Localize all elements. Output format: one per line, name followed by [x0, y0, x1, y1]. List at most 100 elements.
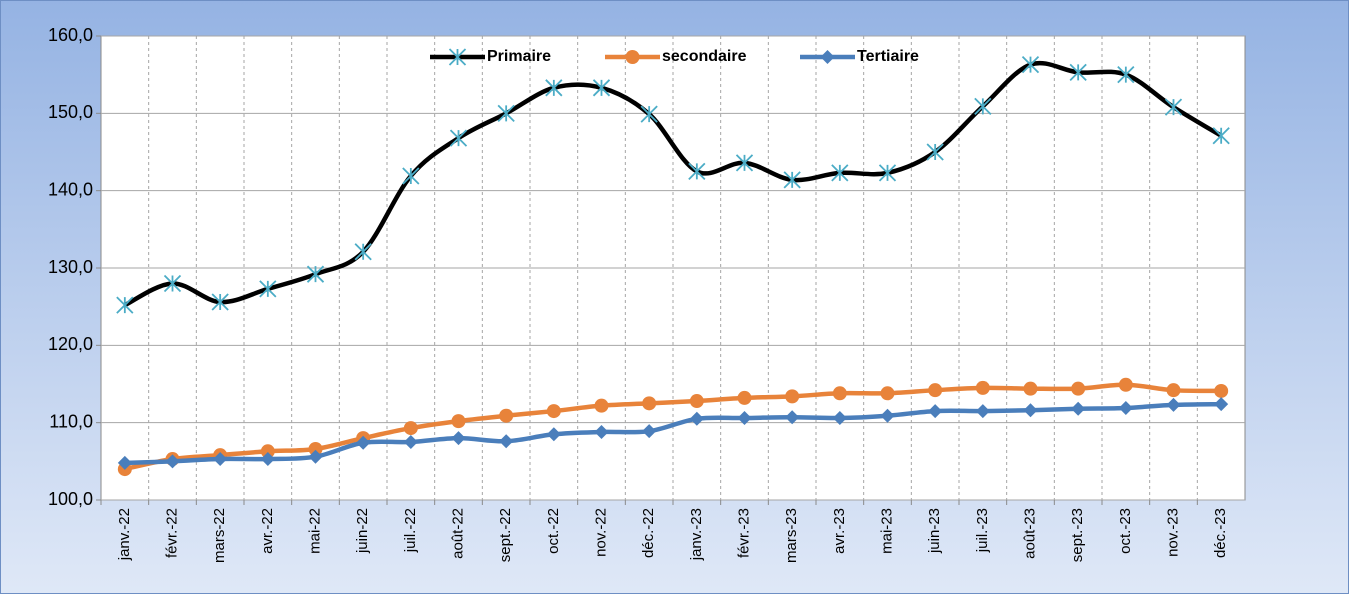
x-tick-label: juil.-23: [974, 508, 991, 553]
point: [880, 386, 895, 401]
point: [117, 455, 132, 470]
point: [308, 441, 323, 456]
point: [832, 411, 847, 426]
series: [117, 397, 1229, 470]
point: [689, 411, 704, 426]
point: [820, 50, 835, 64]
x-tick-label: févr.-22: [163, 508, 180, 558]
point: [594, 424, 609, 439]
point: [499, 434, 514, 449]
point: [354, 243, 372, 261]
point: [403, 421, 418, 436]
point: [1071, 401, 1086, 416]
x-tick-label: avr.-23: [831, 508, 848, 554]
point: [926, 143, 944, 161]
point: [259, 280, 277, 298]
point: [1071, 381, 1086, 396]
point: [497, 104, 515, 122]
point: [1214, 383, 1229, 398]
point: [928, 383, 943, 398]
point: [451, 431, 466, 446]
point: [783, 171, 801, 189]
legend-label: Primaire: [487, 48, 551, 65]
point: [688, 162, 706, 180]
point: [546, 404, 561, 419]
x-tick-label: déc.-22: [640, 508, 657, 558]
point: [625, 50, 640, 64]
x-tick-label: août-22: [449, 508, 466, 559]
legend-label: Tertiaire: [857, 48, 919, 65]
point: [545, 79, 563, 97]
point: [1117, 66, 1135, 84]
point: [402, 167, 420, 185]
x-tick-label: janv.-22: [116, 508, 133, 561]
x-tick-label: janv.-23: [688, 508, 705, 561]
y-tick-label: 150,0: [48, 102, 93, 122]
x-tick-label: avr.-22: [259, 508, 276, 554]
point: [975, 404, 990, 419]
point: [832, 386, 847, 401]
point: [642, 424, 657, 439]
y-tick-label: 120,0: [48, 334, 93, 354]
x-tick-label: mai-23: [878, 508, 895, 554]
point: [451, 414, 466, 429]
x-tick-label: mai-22: [306, 508, 323, 554]
y-tick-label: 160,0: [48, 25, 93, 45]
point: [499, 408, 514, 423]
x-tick-label: sept.-23: [1069, 508, 1086, 562]
point: [546, 427, 561, 442]
point: [1069, 63, 1087, 81]
point: [737, 390, 752, 405]
point: [975, 380, 990, 395]
point: [448, 48, 467, 66]
y-tick-label: 140,0: [48, 179, 93, 199]
point: [928, 404, 943, 419]
point: [737, 411, 752, 426]
point: [735, 154, 754, 172]
point: [831, 164, 849, 182]
point: [642, 396, 657, 411]
point: [785, 389, 800, 404]
y-tick-label: 100,0: [48, 489, 93, 509]
x-tick-label: juil.-22: [402, 508, 419, 553]
point: [1021, 55, 1040, 74]
point: [260, 444, 275, 459]
point: [785, 410, 800, 425]
x-tick-label: févr.-23: [735, 508, 752, 558]
x-tick-label: nov.-22: [592, 508, 609, 557]
y-tick-label: 110,0: [49, 411, 93, 431]
point: [1118, 377, 1133, 392]
point: [306, 265, 325, 283]
point: [356, 435, 371, 450]
x-tick-label: juin-22: [354, 508, 371, 554]
point: [403, 435, 418, 449]
point: [211, 293, 229, 311]
point: [592, 79, 611, 97]
point: [974, 97, 992, 116]
point: [1118, 400, 1133, 415]
x-tick-label: oct.-23: [1117, 508, 1134, 554]
point: [1214, 397, 1229, 412]
point: [213, 452, 228, 467]
point: [594, 398, 609, 413]
point: [260, 452, 275, 467]
point: [1023, 381, 1038, 396]
x-tick-label: oct.-22: [545, 508, 562, 554]
x-tick-label: sept.-22: [497, 508, 514, 562]
point: [163, 274, 182, 293]
x-tick-label: août-23: [1021, 508, 1038, 559]
series: [116, 55, 1230, 314]
point: [640, 105, 658, 123]
point: [449, 129, 468, 147]
point: [878, 164, 897, 182]
point: [1166, 397, 1181, 412]
point: [1023, 403, 1038, 418]
y-tick-label: 130,0: [48, 257, 93, 277]
x-tick-label: juin-23: [926, 508, 943, 554]
x-tick-label: mars-22: [211, 508, 228, 563]
x-tick-label: mars-23: [783, 508, 800, 563]
point: [116, 296, 134, 314]
x-tick-label: nov.-23: [1164, 508, 1181, 557]
